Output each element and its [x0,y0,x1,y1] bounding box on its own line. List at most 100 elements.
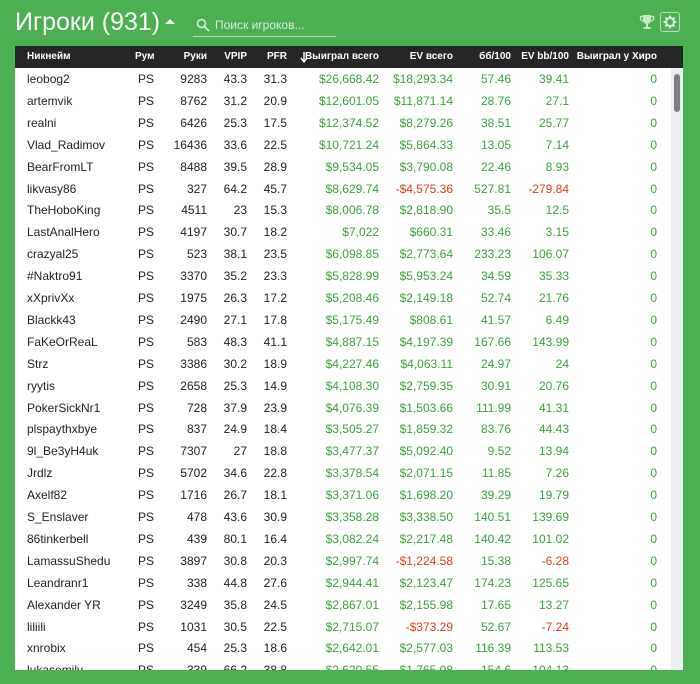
cell-pfr: 24.5 [263,597,287,612]
table-row[interactable]: liliili PS 1031 30.5 22.5 $2,715.07 -$373.29 52… [15,616,671,638]
cell-room: PS [138,247,155,262]
cell-ev-total: $2,577.03 [399,641,453,656]
cell-ev-bb100: -7.24 [541,619,569,634]
cell-pfr: 22.5 [263,137,287,152]
col-header-vpip[interactable]: VPIP [224,51,247,62]
settings-button[interactable] [660,12,680,32]
table-row[interactable]: Axelf82 PS 1716 26.7 18.1 $3,371.06 $1,698.20 3… [15,484,671,506]
header-bar: Игроки (931) [0,0,700,46]
cell-hands: 2490 [180,312,207,327]
sort-arrow-down-icon[interactable] [300,46,308,68]
table-row[interactable]: LastAnalHero PS 4197 30.7 18.2 $7,022 $660.31 3… [15,221,671,243]
cell-ev-bb100: 41.31 [538,400,569,415]
cell-vpip: 66.2 [207,659,247,670]
table-row[interactable]: Jrdlz PS 5702 34.6 22.8 $3,378.54 $2,071.15 11.… [15,462,671,484]
col-header-pfr[interactable]: PFR [267,51,287,62]
col-header-won-vs-hero[interactable]: Выиграл у Хиро [576,51,657,62]
cell-ev-total: $2,773.64 [399,247,453,262]
table-row[interactable]: 86tinkerbell PS 439 80.1 16.4 $3,082.24 $2,217… [15,528,671,550]
cell-ev-total: -$1,224.58 [395,553,453,568]
table-row[interactable]: realni PS 6426 25.3 17.5 $12,374.52 $8,279.26 3… [15,112,671,134]
cell-vpip: 31.2 [223,93,247,108]
col-header-hands[interactable]: Руки [183,51,207,62]
cell-bb100: 527.81 [474,181,511,196]
col-header-ev-total[interactable]: EV всего [409,51,453,62]
table-row[interactable]: ryytis PS 2658 25.3 14.9 $4,108.30 $2,759.35 30… [15,375,671,397]
table-row[interactable]: xnrobix PS 454 25.3 18.6 $2,642.01 $2,577.03 11… [15,637,671,659]
table-row[interactable]: Leandranr1 PS 338 44.8 27.6 $2,944.41 $2,123.4… [15,572,671,594]
cell-room: PS [138,137,155,152]
cell-hands: 9283 [180,72,207,86]
table-row[interactable]: S_Enslaver PS 478 43.6 30.9 $3,358.28 $3,338.5… [15,506,671,528]
table-row[interactable]: LamassuShedu PS 3897 30.8 20.3 $2,997.74 -$1,2… [15,550,671,572]
cell-ev-bb100: 24 [555,356,569,371]
search-icon [196,18,210,32]
cell-nickname: 9l_Be3yH4uk [27,444,99,459]
cell-nickname: #Naktro91 [27,269,83,284]
cell-bb100: 233.23 [474,247,511,262]
table-scrollbar[interactable] [671,68,683,670]
table-row[interactable]: Strz PS 3386 30.2 18.9 $4,227.46 $4,063.11 24.9… [15,353,671,375]
table-row[interactable]: artemvik PS 8762 31.2 20.9 $12,601.05 $11,871.… [15,90,671,112]
col-header-bb100[interactable]: бб/100 [479,51,511,62]
cell-pfr: 14.9 [263,378,287,393]
cell-pfr: 18.4 [263,422,287,437]
cell-nickname: Axelf82 [27,488,68,503]
col-header-room[interactable]: Рум [135,51,155,62]
cell-pfr: 18.2 [263,225,287,240]
cell-vpip: 27 [233,444,247,459]
table-row[interactable]: likvasy86 PS 327 64.2 45.7 $8,629.74 -$4,575.3… [15,178,671,200]
cell-won-total: $6,098.85 [325,247,379,262]
caret-up-icon[interactable] [163,13,177,31]
cell-ev-total: $1,698.20 [399,488,453,503]
players-table: Никнейм Рум Руки VPIP PFR Выиграл всего … [15,46,683,670]
table-row[interactable]: plspaythxbye PS 837 24.9 18.4 $3,505.27 $1,859… [15,418,671,440]
col-header-won-total[interactable]: Выиграл всего [304,51,379,62]
cell-hands: 439 [186,531,207,546]
cell-nickname: crazyal25 [27,247,79,262]
table-header: Никнейм Рум Руки VPIP PFR Выиграл всего … [15,46,683,68]
table-row[interactable]: lukasemily PS33966.238.8$2,620.55$1,765.0… [15,659,671,670]
cell-won-total: $2,867.01 [325,597,379,612]
cell-vpip: 43.3 [223,72,247,86]
cell-bb100: 30.91 [480,378,511,393]
scrollbar-thumb[interactable] [674,74,680,112]
cell-pfr: 23.5 [263,247,287,262]
table-row[interactable]: 9l_Be3yH4uk PS 7307 27 18.8 $3,477.37 $5,092.4… [15,440,671,462]
cell-ev-bb100: 13.27 [538,597,569,612]
table-row[interactable]: BearFromLT PS 8488 39.5 28.9 $9,534.05 $3,790.… [15,156,671,178]
cell-nickname: Blackk43 [27,312,76,327]
cell-won-vs-hero: 0 [650,378,657,393]
table-row[interactable]: #Naktro91 PS 3370 35.2 23.3 $5,828.99 $5,953.2… [15,265,671,287]
cell-nickname: Strz [27,356,49,371]
cell-ev-bb100: 7.26 [545,466,569,481]
table-row[interactable]: leobog2 PS 9283 43.3 31.3 $26,668.42 $18,293.3… [15,68,671,90]
cell-vpip: 30.7 [223,225,247,240]
cell-bb100: 52.74 [480,291,511,305]
table-row[interactable]: crazyal25 PS 523 38.1 23.5 $6,098.85 $2,773.64… [15,243,671,265]
table-row[interactable]: FaKeOrReaL PS 583 48.3 41.1 $4,887.15 $4,197.3… [15,331,671,353]
table-row[interactable]: Vlad_Radimov PS 16436 33.6 22.5 $10,721.24 $5,… [15,134,671,156]
cell-won-total: $3,082.24 [325,531,379,546]
col-header-ev-bb100[interactable]: EV bb/100 [521,51,569,62]
cell-hands: 16436 [173,137,207,152]
cell-pfr: 18.8 [263,444,287,459]
cell-won-vs-hero: 0 [650,247,657,262]
trophy-icon[interactable] [638,13,656,31]
cell-bb100: 83.76 [480,422,511,437]
cell-nickname: LamassuShedu [27,553,111,568]
cell-pfr: 38.8 [247,659,287,670]
cell-won-vs-hero: 0 [650,466,657,481]
table-row[interactable]: xXprivXx PS 1975 26.3 17.2 $5,208.46 $2,149.18… [15,287,671,309]
table-row[interactable]: PokerSickNr1 PS 728 37.9 23.9 $4,076.39 $1,503… [15,397,671,419]
cell-room: PS [138,203,155,218]
table-row[interactable]: Alexander YR PS 3249 35.8 24.5 $2,867.01 $2,15… [15,594,671,616]
table-row[interactable]: TheHoboKing PS 4511 23 15.3 $8,006.78 $2,818.9… [15,199,671,221]
cell-room: PS [138,93,155,108]
col-header-nickname[interactable]: Никнейм [27,51,71,62]
cell-bb100: 41.57 [480,312,511,327]
search-input[interactable] [215,14,335,36]
table-row[interactable]: Blackk43 PS 2490 27.1 17.8 $5,175.49 $808.61 41… [15,309,671,331]
cell-won-total: $10,721.24 [318,137,379,152]
cell-pfr: 27.6 [263,575,287,590]
